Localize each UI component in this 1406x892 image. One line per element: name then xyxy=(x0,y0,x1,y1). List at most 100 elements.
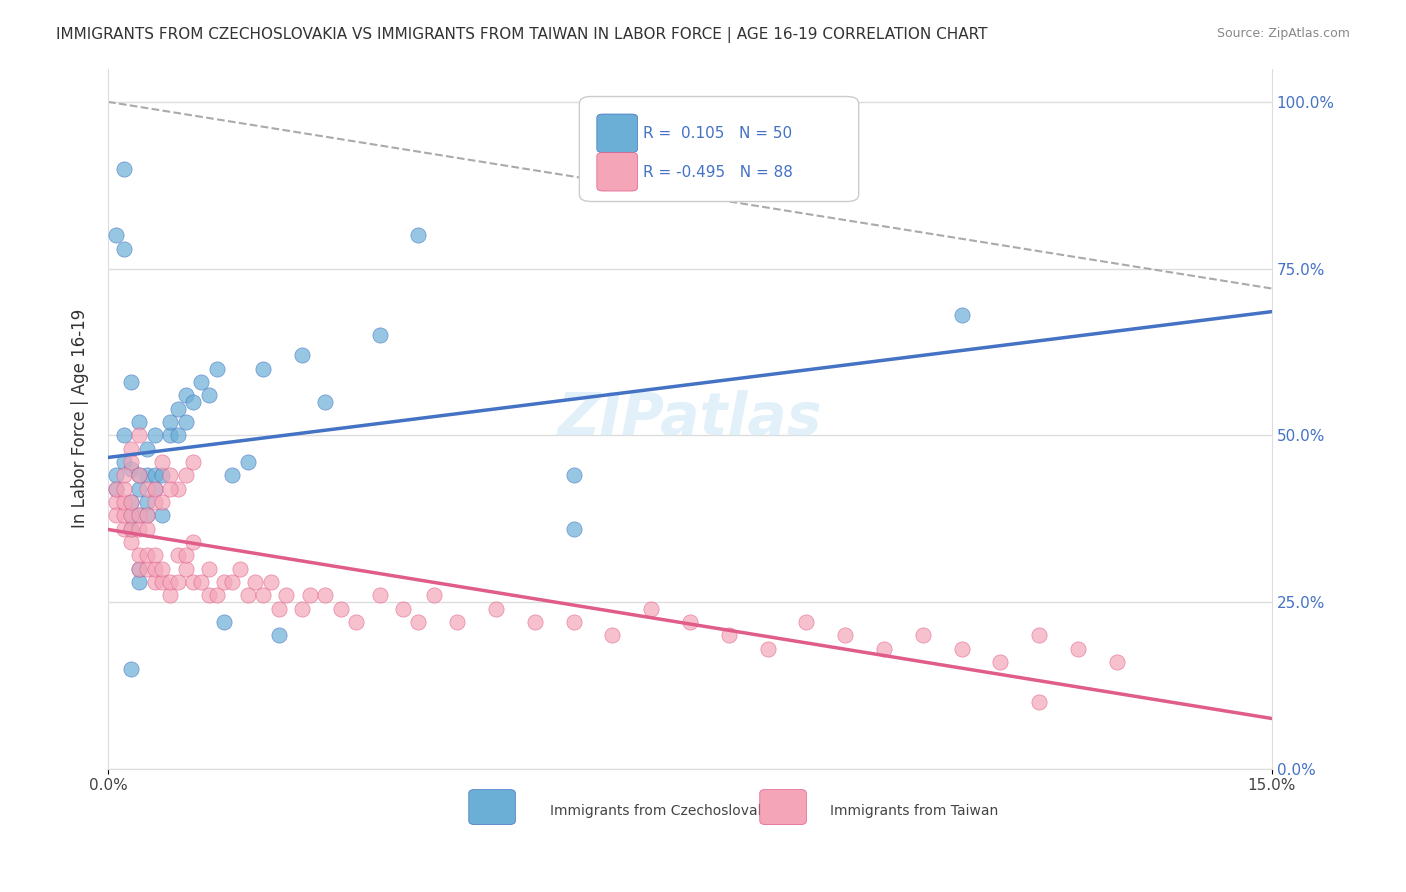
Text: Immigrants from Czechoslovakia: Immigrants from Czechoslovakia xyxy=(550,804,779,818)
FancyBboxPatch shape xyxy=(596,114,637,153)
Point xyxy=(756,641,779,656)
Point xyxy=(198,388,221,402)
FancyBboxPatch shape xyxy=(596,153,637,191)
Point xyxy=(174,388,197,402)
Point xyxy=(112,455,135,469)
Point xyxy=(150,574,173,589)
Point xyxy=(159,415,181,429)
Point xyxy=(135,442,157,456)
Point xyxy=(120,461,142,475)
Point xyxy=(128,482,150,496)
Point xyxy=(166,401,188,416)
Point xyxy=(128,428,150,442)
Point xyxy=(143,468,166,483)
Point xyxy=(183,534,205,549)
Y-axis label: In Labor Force | Age 16-19: In Labor Force | Age 16-19 xyxy=(72,309,89,528)
Point xyxy=(159,428,181,442)
Point xyxy=(198,561,221,575)
Point xyxy=(135,495,157,509)
Point xyxy=(159,588,181,602)
Point xyxy=(143,574,166,589)
Point xyxy=(392,601,415,615)
Point xyxy=(120,442,142,456)
Point xyxy=(128,561,150,575)
Text: R = -0.495   N = 88: R = -0.495 N = 88 xyxy=(644,165,793,179)
Point xyxy=(104,495,127,509)
Point xyxy=(159,468,181,483)
Point xyxy=(794,615,817,629)
Point xyxy=(128,574,150,589)
Point xyxy=(368,328,391,343)
Point xyxy=(562,615,585,629)
Point xyxy=(143,482,166,496)
Point xyxy=(368,588,391,602)
Point xyxy=(112,428,135,442)
Point xyxy=(190,375,212,389)
Point xyxy=(120,495,142,509)
Point xyxy=(485,601,508,615)
Point xyxy=(120,495,142,509)
Point xyxy=(1067,641,1090,656)
Point xyxy=(408,228,430,243)
Point xyxy=(950,641,973,656)
Point xyxy=(166,574,188,589)
Point xyxy=(166,428,188,442)
Point xyxy=(245,574,267,589)
Point xyxy=(252,588,274,602)
Point xyxy=(128,561,150,575)
Point xyxy=(260,574,283,589)
Point xyxy=(120,375,142,389)
Point xyxy=(120,455,142,469)
Point xyxy=(128,468,150,483)
Point xyxy=(143,482,166,496)
Point xyxy=(159,482,181,496)
Point xyxy=(112,161,135,176)
Point xyxy=(150,561,173,575)
FancyBboxPatch shape xyxy=(759,789,806,824)
Point xyxy=(120,522,142,536)
Point xyxy=(344,615,367,629)
Point xyxy=(1105,655,1128,669)
Text: ZIPatlas: ZIPatlas xyxy=(558,390,823,447)
Point xyxy=(291,601,314,615)
Point xyxy=(135,508,157,523)
Point xyxy=(120,661,142,675)
Point xyxy=(408,615,430,629)
Point xyxy=(120,522,142,536)
Point xyxy=(112,468,135,483)
Point xyxy=(314,588,336,602)
Point xyxy=(112,242,135,256)
Point xyxy=(190,574,212,589)
Point xyxy=(717,628,740,642)
Point xyxy=(873,641,896,656)
FancyBboxPatch shape xyxy=(468,789,516,824)
Point xyxy=(104,482,127,496)
Point xyxy=(174,415,197,429)
Point xyxy=(166,548,188,562)
Point xyxy=(562,522,585,536)
Point xyxy=(135,561,157,575)
Point xyxy=(329,601,352,615)
Point xyxy=(252,361,274,376)
Point xyxy=(183,574,205,589)
Text: Source: ZipAtlas.com: Source: ZipAtlas.com xyxy=(1216,27,1350,40)
Point xyxy=(128,522,150,536)
Point xyxy=(135,522,157,536)
Point xyxy=(135,508,157,523)
Point xyxy=(446,615,468,629)
Point xyxy=(150,455,173,469)
Point xyxy=(229,561,252,575)
Point xyxy=(104,468,127,483)
Point xyxy=(221,468,243,483)
Point xyxy=(128,508,150,523)
Point xyxy=(1028,695,1050,709)
Point xyxy=(174,561,197,575)
Point xyxy=(112,495,135,509)
Point xyxy=(562,468,585,483)
Point xyxy=(236,588,259,602)
Point xyxy=(112,522,135,536)
Point xyxy=(205,361,228,376)
Point xyxy=(120,534,142,549)
Point xyxy=(150,508,173,523)
Point xyxy=(128,508,150,523)
